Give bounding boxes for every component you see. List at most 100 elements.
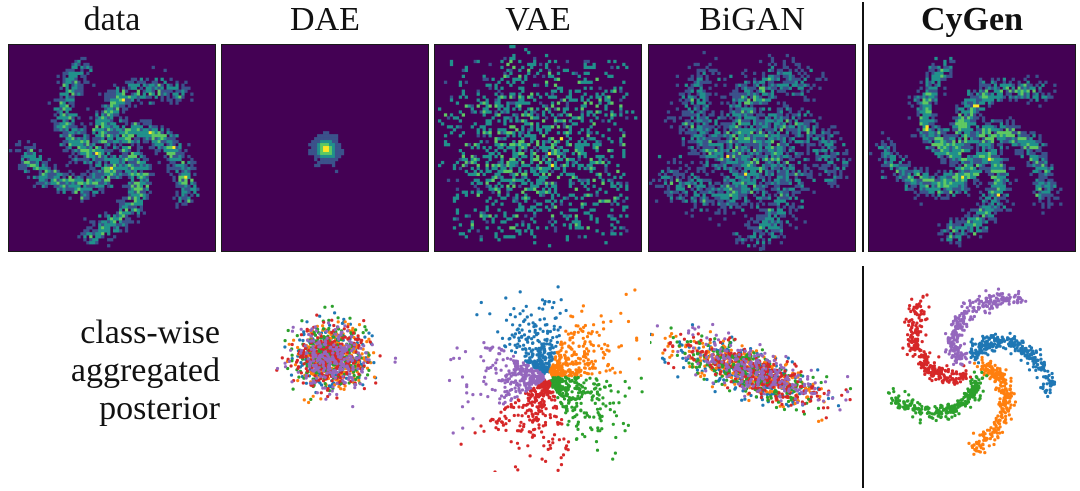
heat-cell [104,154,108,159]
heat-cell [509,217,513,221]
heat-cell [830,181,834,185]
heat-cell [133,205,138,209]
heat-cell [133,160,138,165]
heat-cell [1017,83,1021,87]
heat-cell [690,214,694,218]
heat-cell [970,140,974,144]
heat-cell [503,143,507,147]
heat-cell [524,134,528,138]
heat-cell [1017,143,1021,147]
heat-cell [708,128,712,132]
heat-cell [515,172,519,177]
heat-cell [964,166,968,171]
heat-cell [568,89,572,93]
heat-cell [901,157,905,162]
heat-cell [753,157,757,162]
heat-cell [744,134,748,138]
heat-cell [824,154,828,159]
heat-cell [761,140,766,144]
heat-cell [987,140,992,144]
heat-cell [996,157,1001,162]
heat-cell [491,220,495,224]
heat-cell [500,202,504,206]
heat-cell [503,137,507,141]
heat-cell [184,193,188,197]
heat-cell [967,113,971,117]
heat-cell [565,125,570,129]
heat-cell [738,83,742,87]
heat-cell [38,175,42,180]
heat-cell [984,169,989,174]
heat-cell [818,154,822,159]
heat-cell [541,193,546,197]
heat-cell [696,184,700,188]
heat-cell [92,140,96,144]
heat-cell [761,190,766,194]
heat-cell [940,149,944,153]
heat-cell [71,187,75,191]
heat-cell [583,202,587,206]
heat-cell [83,229,87,233]
heat-cell [961,101,965,105]
heat-cell [74,160,78,165]
heat-cell [809,131,813,135]
heat-cell [973,172,977,177]
heat-cell [970,160,974,165]
heat-cell [975,104,980,108]
heat-cell [479,140,483,144]
heat-cell [696,175,700,180]
heat-cell [958,157,962,162]
heat-cell [452,128,457,132]
heatmap-cygen [868,44,1076,252]
heat-cell [726,160,730,165]
heat-cell [604,104,608,108]
heat-cell [931,65,935,70]
heat-cell [842,157,846,162]
heat-cell [928,128,932,132]
heat-cell [337,146,342,150]
heat-cell [984,83,989,87]
heat-cell [595,217,599,221]
heat-cell [758,140,763,144]
heat-cell [476,187,480,191]
heat-cell [83,143,87,147]
heat-cell [86,187,90,191]
heat-cell [80,199,84,203]
heat-cell [967,131,971,135]
heat-cell [815,163,819,168]
heat-cell [622,172,626,177]
heat-cell [494,92,498,96]
heat-cell [764,196,769,200]
heat-cell [978,143,983,147]
heat-cell [148,122,152,126]
heat-cell [970,113,974,117]
heat-cell [925,175,929,180]
heat-cell [785,187,789,191]
heat-cell [916,172,920,177]
heat-cell [515,77,519,81]
heat-cell [741,92,745,96]
heat-cell [107,95,111,99]
heat-cell [44,163,48,168]
heat-cell [610,184,614,188]
heat-cell [907,172,911,177]
heat-cell [747,181,751,185]
heat-cell [89,122,93,126]
heat-cell [110,160,114,165]
heat-cell [455,187,460,191]
heat-cell [1026,146,1030,150]
heat-cell [509,83,513,87]
heat-cell [690,128,694,132]
heat-cell [702,125,706,129]
heat-cell [717,116,721,120]
heat-cell [934,143,938,147]
heat-cell [107,220,111,224]
heat-cell [503,196,507,200]
heat-cell [62,83,66,87]
heat-cell [919,101,923,105]
heat-cell [1050,163,1054,168]
heat-cell [518,59,522,64]
heat-cell [115,128,120,132]
heat-cell [92,154,96,159]
heat-cell [331,143,336,147]
